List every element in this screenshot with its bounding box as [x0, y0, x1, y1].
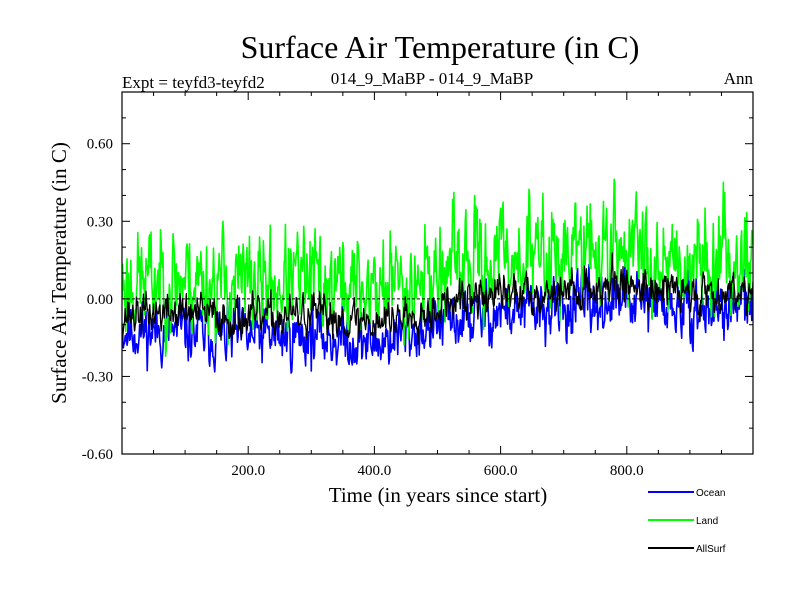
y-axis: -0.60 -0.30 0.00 0.30 0.60 [82, 91, 753, 463]
y-tick-label: 0.00 [87, 292, 113, 308]
legend-label-ocean: Ocean [696, 488, 725, 499]
series-line-allsurf [122, 252, 753, 345]
x-tick-label: 800.0 [610, 463, 644, 479]
plot-area [121, 91, 754, 455]
legend-label-allsurf: AllSurf [696, 544, 726, 555]
legend-label-land: Land [696, 516, 718, 527]
x-tick-label: 400.0 [358, 463, 392, 479]
x-axis-label: Time (in years since start) [329, 483, 548, 507]
series-line-land [122, 178, 753, 357]
x-tick-label: 200.0 [231, 463, 265, 479]
period-label: 014_9_MaBP - 014_9_MaBP [331, 69, 533, 88]
season-label: Ann [724, 69, 754, 88]
legend: Ocean Land AllSurf [648, 488, 726, 555]
series-layer [122, 178, 753, 374]
x-tick-label: 600.0 [484, 463, 518, 479]
experiment-label: Expt = teyfd3-teyfd2 [122, 73, 265, 92]
y-axis-label: Surface Air Temperature (in C) [47, 142, 71, 404]
y-tick-label: -0.30 [82, 369, 113, 385]
x-axis: 200.0 400.0 600.0 800.0 [153, 92, 722, 479]
y-tick-label: -0.60 [82, 447, 113, 463]
y-tick-label: 0.60 [87, 137, 113, 153]
y-tick-label: 0.30 [87, 214, 113, 230]
chart-title: Surface Air Temperature (in C) [241, 29, 640, 65]
